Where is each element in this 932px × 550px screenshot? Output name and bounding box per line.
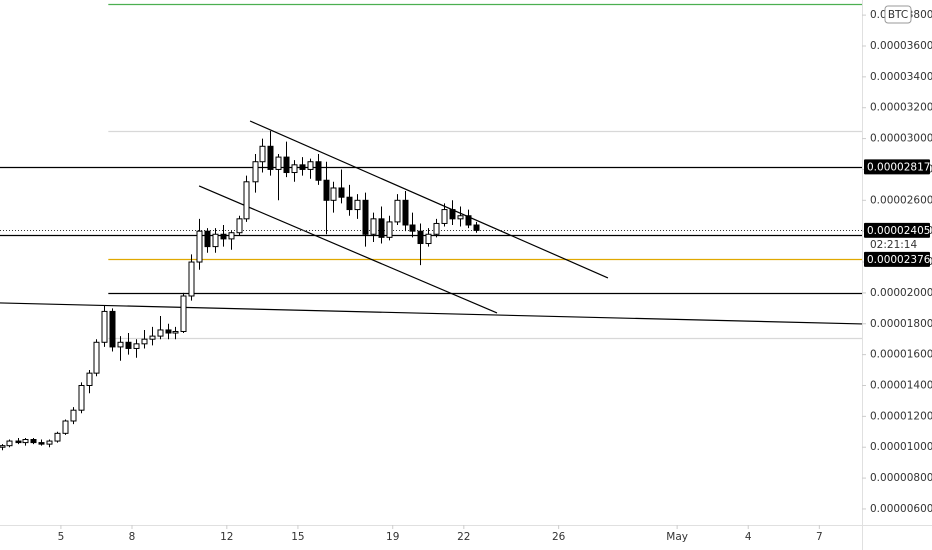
x-tick-label: 5 (58, 531, 65, 543)
price-label: 0.00002405 (867, 225, 930, 237)
x-tick-label: May (666, 531, 688, 543)
x-tick-label: 26 (552, 531, 566, 543)
x-tick-label: 19 (386, 531, 399, 543)
x-tick-label: 4 (745, 531, 752, 543)
candle-body (15, 440, 22, 444)
y-tick-label: 0.00003200 (870, 102, 932, 114)
candle-body (425, 233, 432, 245)
y-tick-label: 0.00001000 (870, 441, 932, 453)
x-tick-label: 12 (220, 531, 233, 543)
candle-body (259, 145, 266, 163)
y-tick-label: 0.00001200 (870, 410, 932, 422)
price-label-box (864, 159, 930, 175)
candle-body (315, 161, 322, 181)
candle-body (70, 409, 77, 422)
candle-body (0, 445, 6, 448)
candle-body (86, 372, 93, 386)
y-tick-label: 0.00000800 (870, 472, 932, 484)
trendline (249, 120, 609, 279)
candle-body (22, 439, 29, 444)
candle-body (275, 156, 282, 170)
currency: BTC (888, 9, 908, 21)
candle-body (30, 439, 37, 444)
price-label-box (864, 251, 930, 267)
candle-body (330, 187, 337, 201)
candle-body (338, 187, 345, 198)
x-tick-label: 15 (291, 531, 304, 543)
candle-body (402, 199, 409, 226)
candle-body (78, 384, 85, 411)
candle-body (283, 156, 290, 174)
candle-body (117, 341, 124, 348)
candle-body (417, 230, 424, 245)
x-tick-label: 8 (129, 531, 136, 543)
candle-body (346, 196, 353, 211)
candle-body (133, 343, 140, 349)
candle-body (465, 215, 472, 226)
candle-body (228, 232, 235, 240)
countdown: 02:21:14 (870, 239, 917, 251)
candle-body (236, 218, 243, 234)
candle-body (93, 341, 100, 374)
candle-body (291, 164, 298, 174)
candle-body (101, 310, 108, 343)
candle-body (212, 233, 219, 248)
candle-body (6, 440, 13, 447)
y-tick-label: 0.00003400 (870, 71, 932, 83)
candle-body (409, 224, 416, 232)
currency-badge (884, 5, 912, 24)
candle-body (141, 338, 148, 345)
candle-body (252, 161, 259, 183)
candle-body (457, 215, 464, 220)
y-tick-label: 0.00002600 (870, 194, 932, 206)
y-tick-label: 0.00001400 (870, 379, 932, 391)
price-label-box (864, 222, 930, 238)
candle-body (188, 261, 195, 297)
price-label: 0.00002817 (867, 161, 930, 173)
candle-body (394, 199, 401, 223)
candle-body (378, 218, 385, 238)
x-tick-label: 7 (816, 531, 823, 543)
trendline (0, 302, 863, 325)
candle-body (473, 224, 480, 231)
candle-body (386, 221, 393, 238)
candle-body (38, 442, 45, 445)
candle-body (354, 199, 361, 211)
candle-body (307, 161, 314, 170)
y-tick-label: 0.00001600 (870, 349, 932, 361)
candle-body (449, 209, 456, 220)
candle-body (441, 209, 448, 224)
candle-body (54, 432, 61, 442)
candle-body (204, 230, 211, 248)
candle-body (109, 310, 116, 348)
candle-body (46, 440, 53, 445)
y-tick-label: 0.00003600 (870, 40, 932, 52)
y-tick-label: 0.00002000 (870, 287, 932, 299)
y-tick-label: 0.00003000 (870, 133, 932, 145)
candle-body (172, 330, 179, 334)
y-tick-label: 0.00000600 (870, 503, 932, 515)
y-tick-label: 0.00001800 (870, 318, 932, 330)
candle-body (433, 222, 440, 235)
candle-body (323, 179, 330, 201)
candle-body (243, 181, 250, 220)
candle-body (157, 329, 164, 337)
countdown-box (864, 237, 930, 251)
candle-body (220, 233, 227, 240)
candle-body (196, 230, 203, 263)
candle-body (180, 295, 187, 332)
candle-body (62, 420, 69, 434)
candle-body (125, 341, 132, 349)
candle-body (149, 335, 156, 340)
candle-body (165, 329, 172, 334)
candle-body (362, 199, 369, 235)
candle-body (370, 218, 377, 235)
x-tick-label: 22 (457, 531, 470, 543)
price-label: 0.00002376 (867, 254, 931, 266)
candle-body (299, 164, 306, 170)
candle-body (267, 145, 274, 170)
